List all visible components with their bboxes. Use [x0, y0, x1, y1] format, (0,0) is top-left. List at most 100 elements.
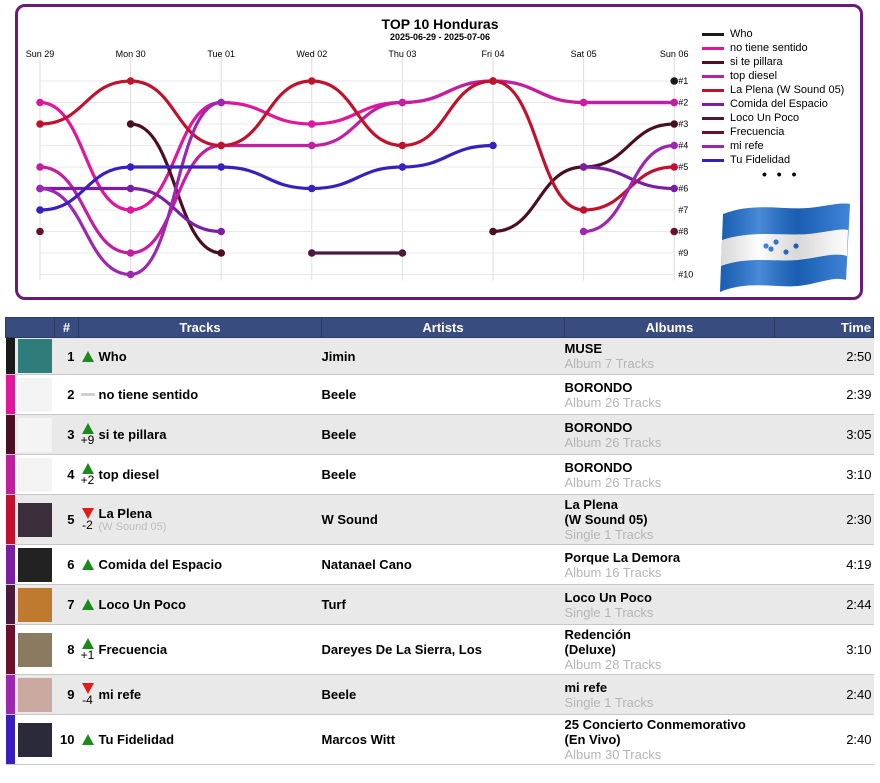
album-art-icon[interactable]: [17, 377, 52, 412]
album-name[interactable]: 25 Concierto Conmemorativo: [564, 717, 746, 732]
album-name[interactable]: BORONDO: [564, 379, 633, 395]
track-title[interactable]: mi refe: [98, 687, 142, 702]
artist-name[interactable]: Turf: [321, 597, 346, 612]
track-title[interactable]: Loco Un Poco: [98, 597, 186, 612]
track-title[interactable]: La Plena (W Sound 05): [98, 506, 167, 533]
album-name[interactable]: (En Vivo): [564, 732, 621, 747]
rank-tick-label: #6: [678, 184, 688, 194]
album-name[interactable]: (Deluxe): [564, 642, 616, 657]
table-row[interactable]: 9 -4 mi refe Beele mi refe Single 1 Tracks 2:4…: [5, 674, 874, 715]
album-cell: Porque La Demora Album 16 Tracks: [564, 544, 775, 585]
track-cell: no tiene sentido: [78, 374, 322, 415]
table-row[interactable]: 5 -2 La Plena (W Sound 05) W Sound La Plena (W…: [5, 494, 874, 545]
album-info: Single 1 Tracks: [564, 527, 654, 542]
table-row[interactable]: 1 Who Jimin MUSE Album 7 Tracks 2:50: [5, 337, 874, 375]
arrow-up-icon: [81, 559, 94, 570]
album-art-icon[interactable]: [17, 417, 52, 452]
track-title[interactable]: si te pillara: [98, 427, 167, 442]
table-row[interactable]: 7 Loco Un Poco Turf Loco Un Poco Single 1 Tr…: [5, 584, 874, 625]
header-albums: Albums: [564, 317, 775, 338]
series-point: [36, 227, 44, 236]
time-cell: 2:50: [774, 337, 874, 375]
series-point: [489, 141, 497, 150]
table-row[interactable]: 8 +1 Frecuencia Dareyes De La Sierra, Los Re…: [5, 624, 874, 675]
album-art-icon[interactable]: [17, 457, 52, 492]
track-title[interactable]: Tu Fidelidad: [98, 732, 175, 747]
album-art-icon[interactable]: [17, 502, 52, 537]
track-cell: Loco Un Poco: [78, 584, 322, 625]
album-name[interactable]: La Plena: [564, 497, 618, 512]
album-name[interactable]: mi refe: [564, 679, 608, 695]
album-cell: Loco Un Poco Single 1 Tracks: [564, 584, 775, 625]
album-art-icon[interactable]: [17, 547, 52, 582]
arrow-down-icon: [81, 507, 94, 519]
artist-cell: Beele: [321, 674, 565, 715]
album-info: Single 1 Tracks: [564, 694, 654, 710]
album-name[interactable]: Redención: [564, 627, 631, 642]
series-point: [126, 249, 135, 257]
legend-more-indicator: • • •: [762, 166, 800, 182]
artist-name[interactable]: Beele: [321, 387, 357, 402]
artist-name[interactable]: Beele: [321, 427, 357, 442]
rank-cell: 10: [54, 714, 79, 765]
table-row[interactable]: 4 +2 top diesel Beele BORONDO Album 26 Tracks…: [5, 454, 874, 495]
artist-name[interactable]: Marcos Witt: [321, 732, 396, 747]
album-name[interactable]: BORONDO: [564, 419, 633, 435]
rank-change-indicator: -2: [81, 507, 95, 532]
artist-name[interactable]: W Sound: [321, 512, 378, 527]
album-thumbnail-cell: [14, 674, 55, 715]
tracks-table: # Tracks Artists Albums Time 1 Who Jimin MU…: [5, 317, 874, 765]
album-art-icon[interactable]: [17, 722, 52, 757]
artist-name[interactable]: Beele: [321, 467, 357, 482]
legend-item: si te pillara: [702, 55, 844, 69]
legend-item: Comida del Espacio: [702, 97, 844, 111]
row-color-bar: [5, 674, 15, 715]
album-name[interactable]: Porque La Demora: [564, 549, 681, 565]
album-thumbnail-cell: [14, 337, 55, 375]
album-art-icon[interactable]: [17, 339, 52, 373]
artist-name[interactable]: Dareyes De La Sierra, Los: [321, 642, 482, 657]
artist-name[interactable]: Natanael Cano: [321, 557, 412, 572]
row-color-bar: [5, 714, 15, 765]
x-tick-label: Mon 30: [116, 49, 146, 59]
artist-cell: Beele: [321, 454, 565, 495]
time-cell: 2:40: [774, 674, 874, 715]
track-cell: Tu Fidelidad: [78, 714, 322, 765]
series-point: [398, 98, 407, 107]
legend-label: Frecuencia: [730, 126, 785, 138]
rank-cell: 9: [54, 674, 79, 715]
rank-tick-label: #7: [678, 205, 688, 215]
artist-name[interactable]: Jimin: [321, 348, 356, 364]
artist-cell: Beele: [321, 414, 565, 455]
track-title[interactable]: Who: [98, 348, 127, 364]
arrow-up-icon: [81, 599, 94, 610]
rank-tick-label: #3: [678, 119, 688, 129]
album-art-icon[interactable]: [17, 587, 52, 622]
table-row[interactable]: 10 Tu Fidelidad Marcos Witt 25 Concierto Co…: [5, 714, 874, 765]
time-cell: 2:40: [774, 714, 874, 765]
artist-cell: W Sound: [321, 494, 565, 545]
track-title[interactable]: top diesel: [98, 467, 160, 482]
track-title[interactable]: no tiene sentido: [98, 387, 199, 402]
table-row[interactable]: 6 Comida del Espacio Natanael Cano Porque L…: [5, 544, 874, 585]
header-time: Time: [774, 317, 874, 338]
album-art-icon[interactable]: [17, 632, 52, 667]
legend-swatch: [702, 32, 724, 36]
series-point: [36, 98, 44, 107]
album-cell: Redención (Deluxe) Album 28 Tracks: [564, 624, 775, 675]
track-title[interactable]: Frecuencia: [98, 642, 168, 657]
album-cell: La Plena (W Sound 05) Single 1 Tracks: [564, 494, 775, 545]
album-name[interactable]: (W Sound 05): [564, 512, 648, 527]
track-title[interactable]: Comida del Espacio: [98, 557, 223, 572]
table-row[interactable]: 2 no tiene sentido Beele BORONDO Album 26 Tr…: [5, 374, 874, 415]
album-name[interactable]: Loco Un Poco: [564, 589, 652, 605]
album-art-icon[interactable]: [17, 677, 52, 712]
album-name[interactable]: BORONDO: [564, 459, 633, 475]
series-line: [38, 79, 676, 212]
album-name[interactable]: MUSE: [564, 341, 603, 356]
legend-swatch: [702, 158, 724, 162]
table-row[interactable]: 3 +9 si te pillara Beele BORONDO Album 26 Tra…: [5, 414, 874, 455]
series-point: [670, 120, 678, 128]
artist-name[interactable]: Beele: [321, 687, 357, 702]
series-point: [126, 120, 135, 128]
